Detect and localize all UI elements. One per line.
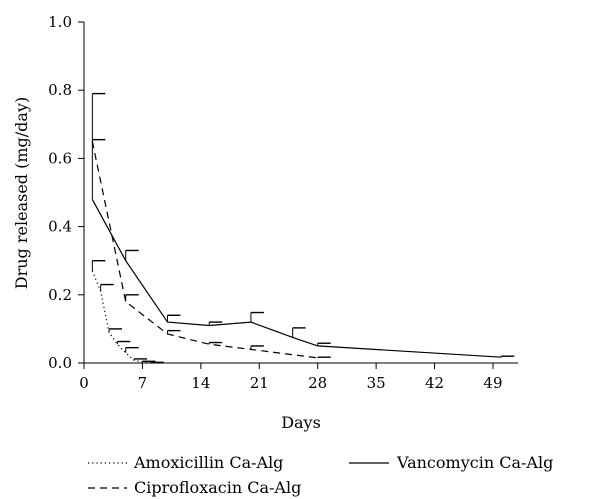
x-tick-label: 49 [483, 374, 502, 392]
legend-label-ciprofloxacin: Ciprofloxacin Ca-Alg [134, 478, 301, 497]
x-axis-title: Days [281, 413, 321, 432]
errorbar-layer [91, 92, 515, 364]
legend-item-vancomycin: Vancomycin Ca-Alg [349, 453, 553, 472]
x-tick-label: 7 [138, 374, 148, 392]
x-tick-label: 35 [367, 374, 386, 392]
x-ticks: 0 7 14 21 28 35 42 49 [79, 363, 503, 392]
legend: Amoxicillin Ca-Alg Vancomycin Ca-Alg Cip… [88, 453, 553, 497]
series-line-amoxicillin [91, 270, 151, 364]
axes [83, 22, 518, 364]
legend-label-amoxicillin: Amoxicillin Ca-Alg [133, 453, 283, 472]
y-tick-label: 0.2 [48, 286, 72, 304]
y-tick-label: 0.4 [48, 218, 72, 236]
y-tick-label: 0.6 [48, 149, 72, 167]
series-line-vancomycin [91, 199, 502, 358]
x-tick-label: 14 [191, 374, 210, 392]
series-layer [91, 141, 502, 364]
x-tick-label: 42 [425, 374, 444, 392]
x-tick-label: 28 [308, 374, 327, 392]
y-tick-label: 0.8 [48, 81, 72, 99]
x-tick-label: 21 [250, 374, 269, 392]
y-ticks: 0.0 0.2 0.4 0.6 0.8 1.0 [48, 13, 84, 372]
y-axis-title: Drug released (mg/day) [12, 97, 31, 289]
x-tick-label: 0 [79, 374, 89, 392]
legend-label-vancomycin: Vancomycin Ca-Alg [396, 453, 553, 472]
legend-item-ciprofloxacin: Ciprofloxacin Ca-Alg [88, 478, 301, 497]
legend-item-amoxicillin: Amoxicillin Ca-Alg [88, 453, 283, 472]
y-tick-label: 0.0 [48, 354, 72, 372]
series-line-ciprofloxacin [91, 141, 318, 359]
y-tick-label: 1.0 [48, 13, 72, 31]
